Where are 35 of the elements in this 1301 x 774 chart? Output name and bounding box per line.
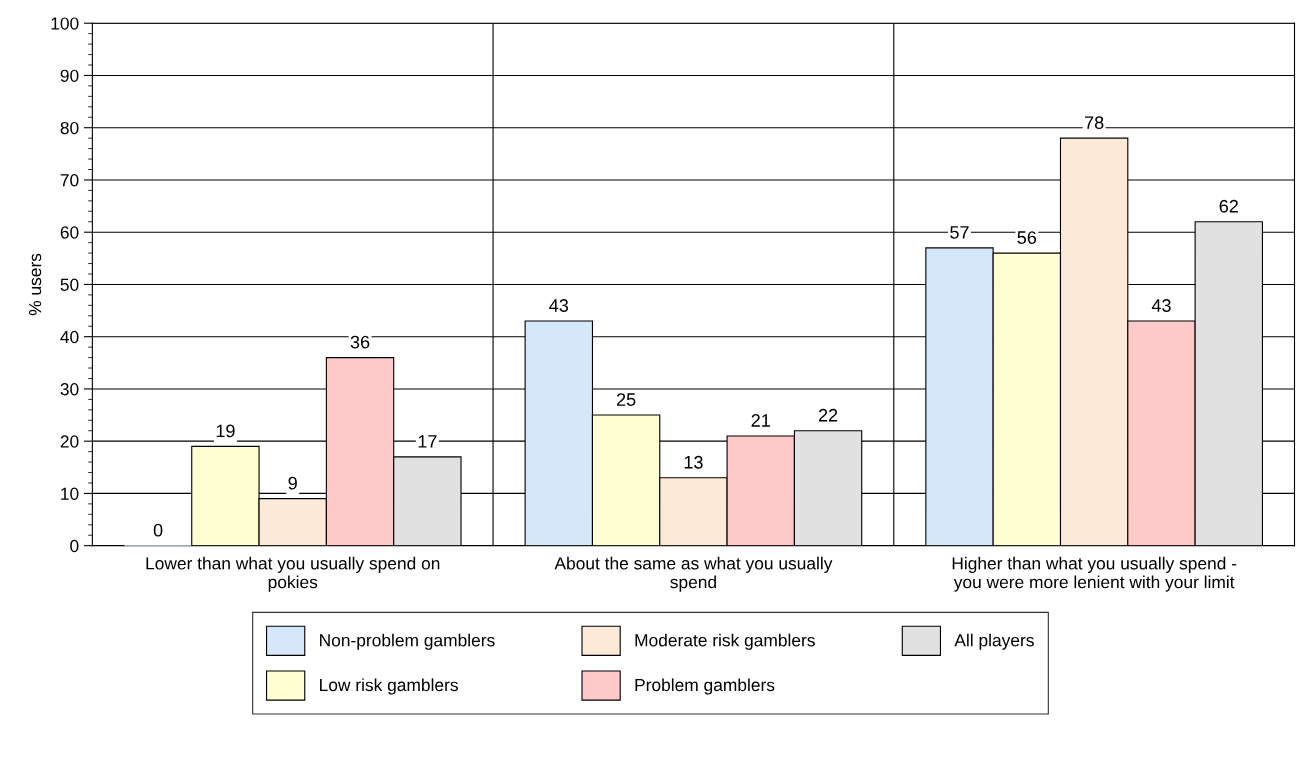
x-tick-label: About the same as what you usually spend [554, 556, 833, 592]
y-tick-label: 100 [51, 17, 79, 30]
data-label: 56 [1017, 231, 1037, 244]
data-label: 57 [950, 226, 969, 239]
data-label: 9 [288, 476, 297, 490]
data-label: 21 [751, 414, 770, 427]
y-tick-label: 0 [70, 539, 79, 553]
y-tick-label: 80 [60, 121, 79, 135]
data-label: 62 [1219, 199, 1238, 213]
data-label: 22 [818, 408, 838, 422]
data-label: 78 [1085, 116, 1104, 130]
y-tick-label: 70 [60, 174, 79, 187]
y-tick-label: 90 [60, 69, 79, 82]
x-tick-label: Higher than what you usually spend - you were more lenient with your limit [952, 556, 1237, 592]
legend-label: All players [954, 633, 1034, 650]
legend-label: Low risk gamblers [320, 678, 458, 695]
legend-label: Moderate risk gamblers [635, 633, 815, 650]
legend-label: Problem gamblers [635, 678, 775, 695]
data-label: 43 [1151, 299, 1171, 312]
data-label: 13 [684, 455, 703, 469]
y-tick-label: 50 [60, 278, 79, 291]
data-label: 17 [418, 435, 437, 448]
y-tick-label: 20 [60, 435, 79, 448]
data-label: 25 [616, 393, 636, 406]
y-tick-label: 40 [60, 330, 79, 344]
y-tick-label: 30 [60, 383, 79, 396]
y-tick-label: 60 [60, 226, 79, 239]
data-label: 43 [549, 299, 569, 312]
legend-label: Non-problem gamblers [320, 633, 495, 650]
data-label: 36 [350, 335, 370, 349]
y-axis-title: % users [29, 253, 42, 316]
y-tick-label: 10 [61, 487, 79, 500]
data-label: 19 [216, 424, 235, 438]
data-label: 0 [153, 523, 163, 537]
x-tick-label: Lower than what you usually spend on pokies [146, 556, 440, 592]
